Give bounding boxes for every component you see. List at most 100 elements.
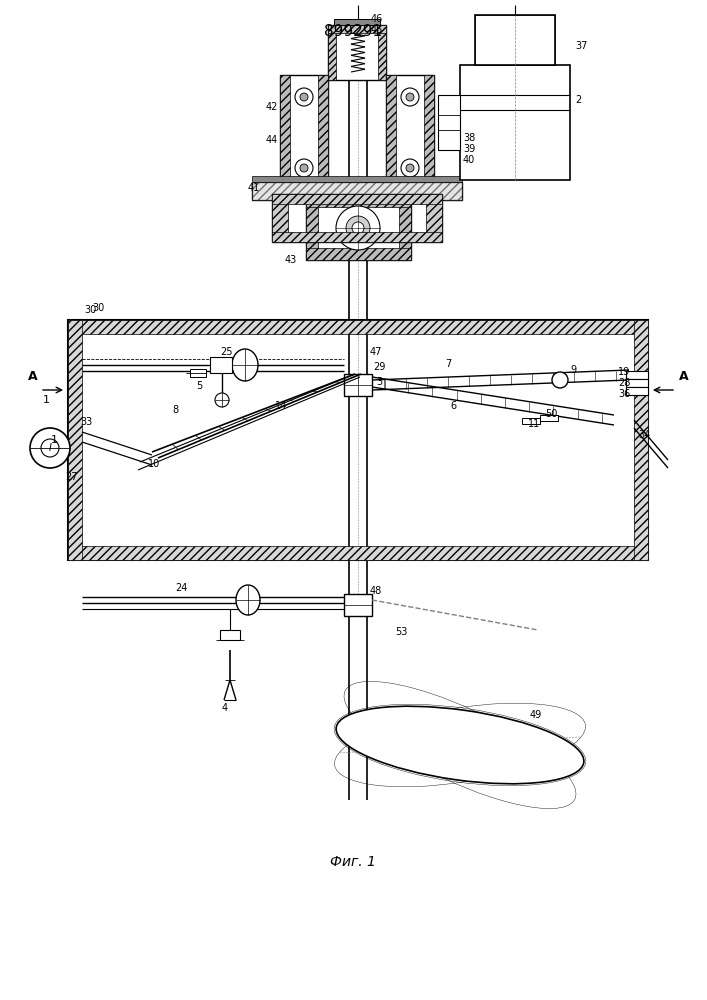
Text: 14: 14 — [275, 401, 287, 411]
Ellipse shape — [232, 349, 258, 381]
Bar — [626, 387, 648, 395]
Bar — [252, 176, 462, 182]
Bar — [475, 15, 555, 65]
Bar — [252, 182, 462, 200]
Text: 24: 24 — [175, 583, 187, 593]
Text: 29: 29 — [373, 362, 385, 372]
Circle shape — [300, 93, 308, 101]
Text: 6: 6 — [450, 401, 456, 411]
Text: 36: 36 — [618, 389, 630, 399]
Circle shape — [406, 93, 414, 101]
Text: 8: 8 — [172, 405, 178, 415]
Text: 53: 53 — [395, 627, 407, 637]
Bar — [344, 594, 372, 616]
Bar — [68, 320, 82, 560]
Bar — [386, 75, 396, 190]
Bar — [634, 320, 648, 560]
Bar — [306, 195, 318, 260]
Circle shape — [336, 206, 380, 250]
Bar — [306, 248, 411, 260]
Bar — [306, 195, 411, 260]
Bar — [190, 369, 206, 377]
Text: 44: 44 — [266, 135, 279, 145]
Text: 45: 45 — [371, 25, 383, 35]
Text: 48: 48 — [370, 586, 382, 596]
Bar — [272, 194, 442, 204]
Text: 30: 30 — [84, 305, 96, 315]
Circle shape — [215, 393, 229, 407]
Bar — [328, 25, 386, 33]
Text: Фиг. 1: Фиг. 1 — [330, 855, 376, 869]
Text: 4: 4 — [222, 703, 228, 713]
Bar — [540, 415, 558, 421]
Bar — [438, 95, 460, 150]
Text: 3: 3 — [376, 377, 382, 387]
Text: 49: 49 — [530, 710, 542, 720]
Ellipse shape — [236, 585, 260, 615]
Text: 899291: 899291 — [324, 24, 382, 39]
Bar — [475, 15, 555, 65]
Text: 1: 1 — [42, 395, 49, 405]
Text: 39: 39 — [463, 144, 475, 154]
Bar — [424, 75, 434, 190]
Bar — [272, 194, 288, 242]
Text: 43: 43 — [285, 255, 297, 265]
Bar — [522, 418, 540, 424]
Circle shape — [346, 216, 370, 240]
Bar — [220, 630, 240, 640]
Bar — [334, 19, 380, 25]
Text: 37: 37 — [575, 41, 588, 51]
Circle shape — [300, 164, 308, 172]
Ellipse shape — [336, 706, 584, 784]
Text: 10: 10 — [148, 459, 160, 469]
Text: 7: 7 — [445, 359, 451, 369]
Text: I: I — [49, 443, 52, 453]
Circle shape — [552, 372, 568, 388]
Text: 50: 50 — [545, 409, 557, 419]
Bar — [399, 195, 411, 260]
Bar — [328, 25, 386, 80]
Text: 47: 47 — [370, 347, 382, 357]
Bar — [68, 546, 648, 560]
Text: 38: 38 — [463, 133, 475, 143]
Text: 40: 40 — [463, 155, 475, 165]
Text: 33: 33 — [80, 417, 92, 427]
Bar — [252, 182, 462, 200]
Bar — [280, 75, 290, 190]
Text: 1: 1 — [50, 435, 57, 445]
Bar — [626, 379, 648, 387]
Text: A: A — [679, 369, 689, 382]
Circle shape — [401, 159, 419, 177]
Circle shape — [295, 159, 313, 177]
Text: 5: 5 — [196, 381, 202, 391]
Bar — [68, 320, 648, 334]
Text: 19: 19 — [618, 367, 630, 377]
Bar — [210, 357, 232, 373]
Text: 9: 9 — [570, 365, 576, 375]
Circle shape — [295, 88, 313, 106]
Bar — [306, 195, 411, 207]
Text: 34: 34 — [638, 430, 650, 440]
Text: 2: 2 — [575, 95, 581, 105]
Bar — [460, 65, 570, 180]
Bar — [328, 25, 336, 80]
Circle shape — [401, 88, 419, 106]
Bar — [344, 374, 372, 396]
Circle shape — [30, 428, 70, 468]
Text: 30: 30 — [92, 303, 104, 313]
Bar — [626, 371, 648, 379]
Text: A: A — [28, 369, 37, 382]
Text: 11: 11 — [528, 419, 540, 429]
Text: 28: 28 — [618, 378, 631, 388]
Text: 42: 42 — [266, 102, 279, 112]
Bar — [272, 232, 442, 242]
Circle shape — [41, 439, 59, 457]
Bar — [280, 75, 328, 190]
Bar — [318, 75, 328, 190]
Bar — [426, 194, 442, 242]
Bar — [378, 25, 386, 80]
Bar — [68, 320, 648, 560]
Text: 46: 46 — [371, 14, 383, 24]
Bar — [272, 194, 442, 242]
Circle shape — [352, 222, 364, 234]
